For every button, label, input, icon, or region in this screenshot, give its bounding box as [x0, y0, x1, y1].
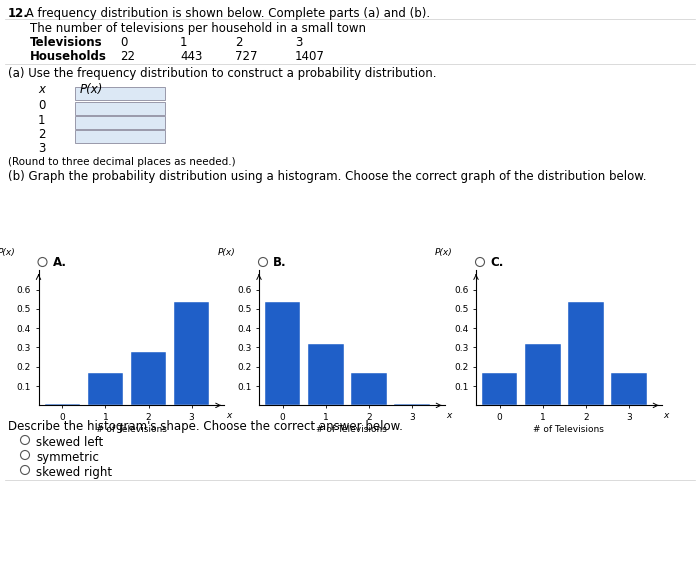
- Bar: [482, 373, 517, 405]
- Bar: [568, 302, 603, 405]
- Bar: [612, 373, 647, 405]
- Text: 2: 2: [38, 128, 46, 141]
- Text: P(x): P(x): [218, 248, 236, 256]
- Bar: [45, 404, 80, 405]
- Text: 2: 2: [235, 36, 242, 49]
- Text: Households: Households: [30, 50, 107, 63]
- Bar: [351, 373, 386, 405]
- Text: 22: 22: [120, 50, 135, 63]
- Bar: [308, 344, 344, 405]
- FancyBboxPatch shape: [75, 116, 165, 129]
- X-axis label: # of Televisions: # of Televisions: [533, 425, 604, 434]
- Text: 3: 3: [38, 142, 46, 155]
- Bar: [525, 344, 561, 405]
- Text: A frequency distribution is shown below. Complete parts (a) and (b).: A frequency distribution is shown below.…: [22, 7, 430, 20]
- Bar: [174, 302, 209, 405]
- Text: (a) Use the frequency distribution to construct a probability distribution.: (a) Use the frequency distribution to co…: [8, 67, 437, 80]
- Text: 12.: 12.: [8, 7, 29, 20]
- Bar: [265, 302, 300, 405]
- Text: 0: 0: [38, 99, 46, 112]
- Text: skewed right: skewed right: [36, 466, 112, 479]
- Text: symmetric: symmetric: [36, 451, 99, 464]
- Text: C.: C.: [490, 255, 503, 269]
- Text: 1: 1: [180, 36, 188, 49]
- Text: The number of televisions per household in a small town: The number of televisions per household …: [30, 22, 366, 35]
- Text: 443: 443: [180, 50, 202, 63]
- Text: P(x): P(x): [0, 248, 15, 256]
- Text: (Round to three decimal places as needed.): (Round to three decimal places as needed…: [8, 157, 236, 167]
- Text: skewed left: skewed left: [36, 436, 104, 449]
- Text: x: x: [38, 83, 45, 96]
- Text: Televisions: Televisions: [30, 36, 103, 49]
- Text: 0: 0: [120, 36, 127, 49]
- Text: 727: 727: [235, 50, 258, 63]
- FancyBboxPatch shape: [75, 87, 165, 100]
- Text: B.: B.: [273, 255, 286, 269]
- Bar: [395, 404, 430, 405]
- Text: A.: A.: [52, 255, 66, 269]
- Text: (b) Graph the probability distribution using a histogram. Choose the correct gra: (b) Graph the probability distribution u…: [8, 170, 647, 183]
- Bar: [88, 373, 123, 405]
- FancyBboxPatch shape: [75, 102, 165, 115]
- Bar: [131, 352, 166, 405]
- Text: x: x: [226, 411, 232, 420]
- X-axis label: # of Televisions: # of Televisions: [96, 425, 167, 434]
- Text: 1: 1: [38, 114, 46, 127]
- Text: P(x): P(x): [435, 248, 453, 256]
- X-axis label: # of Televisions: # of Televisions: [316, 425, 387, 434]
- Text: 3: 3: [295, 36, 302, 49]
- FancyBboxPatch shape: [75, 130, 165, 143]
- Text: P(x): P(x): [80, 83, 104, 96]
- Text: x: x: [664, 411, 669, 420]
- Text: x: x: [447, 411, 452, 420]
- Text: 1407: 1407: [295, 50, 325, 63]
- Text: Describe the histogram's shape. Choose the correct answer below.: Describe the histogram's shape. Choose t…: [8, 420, 403, 433]
